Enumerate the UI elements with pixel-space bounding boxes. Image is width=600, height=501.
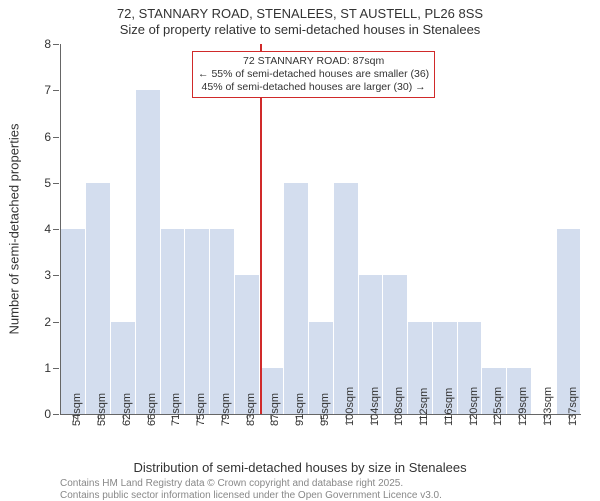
bar [86, 183, 110, 414]
y-tick [53, 229, 59, 230]
y-tick [53, 322, 59, 323]
marker-annotation-line: 72 STANNARY ROAD: 87sqm [198, 55, 429, 68]
chart-title-line2: Size of property relative to semi-detach… [0, 22, 600, 37]
bar [61, 229, 85, 414]
bar [161, 229, 185, 414]
y-tick [53, 137, 59, 138]
bar [185, 229, 209, 414]
chart-title-line1: 72, STANNARY ROAD, STENALEES, ST AUSTELL… [0, 6, 600, 21]
plot-area: 01234567854sqm58sqm62sqm66sqm71sqm75sqm7… [60, 44, 581, 415]
y-tick-label: 6 [33, 130, 51, 144]
bar [136, 90, 160, 414]
y-tick-label: 5 [33, 176, 51, 190]
y-tick [53, 183, 59, 184]
y-tick-label: 3 [33, 268, 51, 282]
bar [284, 183, 308, 414]
y-tick [53, 275, 59, 276]
y-tick [53, 44, 59, 45]
y-tick [53, 368, 59, 369]
footer-attribution-2: Contains public sector information licen… [60, 490, 442, 501]
y-axis-label: Number of semi-detached properties [7, 124, 22, 335]
marker-annotation-line: ← 55% of semi-detached houses are smalle… [198, 68, 429, 81]
bar [334, 183, 358, 414]
marker-line [260, 44, 262, 414]
y-tick [53, 414, 59, 415]
chart-container: 72, STANNARY ROAD, STENALEES, ST AUSTELL… [0, 0, 600, 500]
footer-attribution-1: Contains HM Land Registry data © Crown c… [60, 478, 403, 489]
y-tick-label: 4 [33, 222, 51, 236]
y-tick-label: 1 [33, 361, 51, 375]
bar [210, 229, 234, 414]
y-tick-label: 0 [33, 407, 51, 421]
marker-annotation-box: 72 STANNARY ROAD: 87sqm← 55% of semi-det… [192, 51, 435, 98]
y-tick-label: 7 [33, 83, 51, 97]
marker-annotation-line: 45% of semi-detached houses are larger (… [198, 81, 429, 94]
y-tick [53, 90, 59, 91]
x-axis-label: Distribution of semi-detached houses by … [0, 460, 600, 475]
y-tick-label: 8 [33, 37, 51, 51]
y-tick-label: 2 [33, 315, 51, 329]
